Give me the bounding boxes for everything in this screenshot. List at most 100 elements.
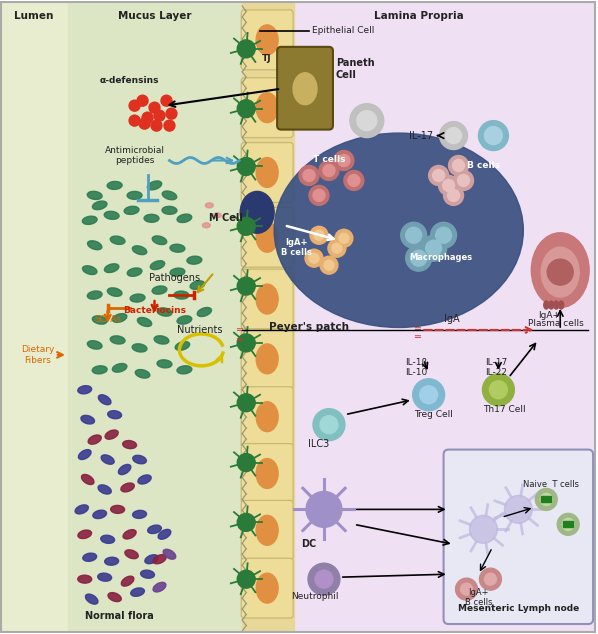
Circle shape — [320, 416, 338, 434]
Text: ═: ═ — [236, 325, 242, 335]
Circle shape — [313, 190, 325, 202]
Ellipse shape — [148, 525, 161, 534]
Text: B cells: B cells — [466, 162, 500, 171]
Ellipse shape — [135, 370, 150, 378]
Circle shape — [161, 95, 172, 106]
Ellipse shape — [107, 288, 122, 296]
Circle shape — [314, 230, 324, 240]
Ellipse shape — [190, 281, 205, 289]
Ellipse shape — [549, 301, 554, 309]
Ellipse shape — [110, 236, 125, 245]
Ellipse shape — [170, 244, 185, 252]
Circle shape — [151, 120, 162, 131]
Text: Th17 Cell: Th17 Cell — [483, 404, 526, 414]
Text: ILC3: ILC3 — [309, 439, 329, 449]
Ellipse shape — [127, 268, 142, 276]
Text: Epithelial Cell: Epithelial Cell — [312, 27, 374, 36]
Ellipse shape — [130, 294, 145, 302]
Ellipse shape — [131, 588, 144, 597]
Ellipse shape — [87, 340, 102, 349]
Text: IL-22: IL-22 — [486, 368, 508, 377]
Bar — [242, 1, 294, 633]
Ellipse shape — [81, 415, 94, 424]
Text: α-defensins: α-defensins — [100, 76, 159, 85]
Circle shape — [149, 102, 160, 113]
FancyBboxPatch shape — [444, 450, 593, 624]
Ellipse shape — [83, 266, 97, 275]
Ellipse shape — [141, 570, 154, 578]
Circle shape — [306, 491, 342, 527]
Circle shape — [357, 111, 377, 131]
Ellipse shape — [256, 157, 278, 188]
Text: Peyer's patch: Peyer's patch — [269, 322, 349, 332]
Ellipse shape — [152, 286, 167, 294]
Ellipse shape — [177, 316, 192, 324]
Circle shape — [446, 127, 462, 143]
Text: Neutrophil: Neutrophil — [291, 592, 338, 601]
Ellipse shape — [123, 529, 136, 539]
Circle shape — [431, 223, 456, 249]
Ellipse shape — [177, 366, 192, 374]
Ellipse shape — [256, 284, 278, 314]
Ellipse shape — [293, 73, 317, 105]
Ellipse shape — [153, 555, 166, 564]
Ellipse shape — [101, 455, 114, 464]
Circle shape — [460, 583, 472, 595]
Text: IgA+: IgA+ — [538, 311, 560, 320]
Circle shape — [440, 122, 468, 150]
Ellipse shape — [78, 530, 91, 538]
Circle shape — [420, 235, 447, 261]
Ellipse shape — [92, 316, 107, 324]
Ellipse shape — [125, 550, 138, 559]
Text: ═: ═ — [414, 324, 420, 334]
Ellipse shape — [133, 510, 147, 519]
Ellipse shape — [93, 201, 107, 210]
Ellipse shape — [132, 344, 147, 352]
Ellipse shape — [97, 573, 112, 581]
Ellipse shape — [162, 206, 177, 214]
Text: Paneth
Cell: Paneth Cell — [336, 58, 374, 80]
FancyBboxPatch shape — [241, 500, 293, 560]
Circle shape — [443, 179, 454, 191]
Bar — [68, 1, 242, 633]
Ellipse shape — [127, 191, 142, 199]
Circle shape — [166, 108, 177, 119]
Circle shape — [401, 223, 426, 249]
Ellipse shape — [153, 582, 166, 592]
Ellipse shape — [145, 555, 158, 564]
Circle shape — [448, 155, 468, 176]
Circle shape — [320, 256, 338, 274]
Ellipse shape — [138, 475, 151, 484]
FancyBboxPatch shape — [241, 269, 293, 329]
Circle shape — [562, 519, 574, 530]
FancyBboxPatch shape — [241, 143, 293, 202]
Ellipse shape — [98, 395, 111, 404]
Ellipse shape — [154, 336, 169, 344]
Circle shape — [305, 249, 323, 267]
Ellipse shape — [256, 515, 278, 545]
Ellipse shape — [256, 93, 278, 122]
Ellipse shape — [256, 402, 278, 432]
Circle shape — [323, 164, 335, 176]
Ellipse shape — [112, 363, 127, 372]
Text: Naive  T cells: Naive T cells — [523, 481, 579, 489]
Text: ═: ═ — [414, 332, 420, 342]
Ellipse shape — [138, 318, 152, 327]
Ellipse shape — [187, 256, 202, 264]
Ellipse shape — [78, 385, 91, 394]
Text: Bacteriocins: Bacteriocins — [123, 306, 186, 314]
FancyBboxPatch shape — [241, 78, 293, 138]
Ellipse shape — [202, 223, 210, 228]
Text: IgA+
B cells: IgA+ B cells — [465, 588, 492, 607]
Text: Mesenteric Lymph node: Mesenteric Lymph node — [457, 604, 579, 613]
Text: IL-17: IL-17 — [486, 358, 508, 367]
FancyBboxPatch shape — [241, 10, 293, 70]
Circle shape — [350, 104, 384, 138]
Circle shape — [484, 127, 502, 145]
Circle shape — [334, 150, 354, 171]
Circle shape — [299, 165, 319, 185]
Ellipse shape — [157, 360, 172, 368]
Ellipse shape — [240, 191, 274, 233]
Circle shape — [457, 174, 469, 186]
Text: TJ: TJ — [262, 55, 272, 63]
